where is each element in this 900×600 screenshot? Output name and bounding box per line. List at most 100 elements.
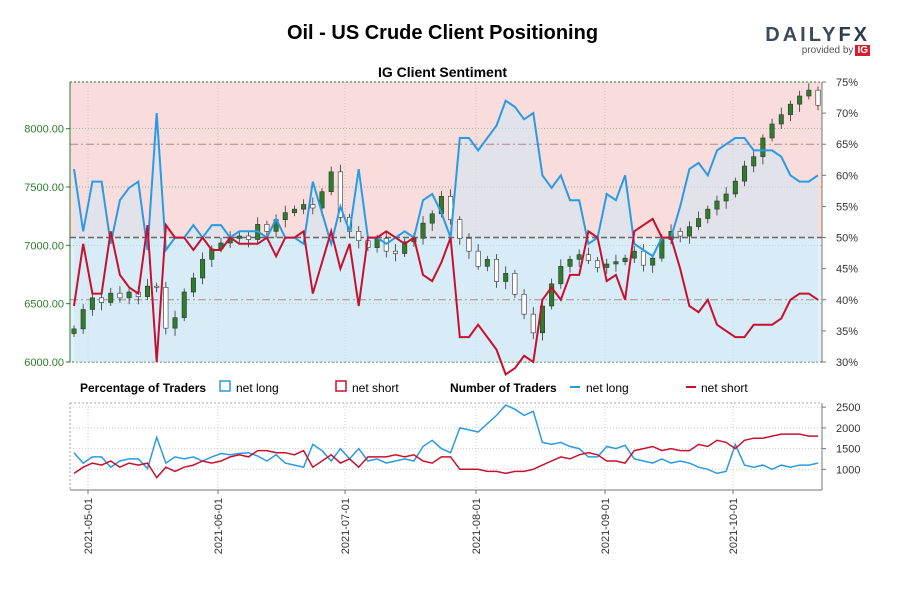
candle-up [696,218,702,227]
pct-net-long-line [73,99,819,258]
price-tick-label: 6500.00 [24,299,64,311]
candle-up [429,213,435,224]
candle-up [714,200,720,210]
candle-down [530,313,536,334]
pct-long-area [70,100,822,363]
brand-fx: FX [838,24,870,46]
candle-up [604,263,610,268]
candle-up [71,328,77,334]
candle-up [769,123,775,139]
candle-up [778,114,784,125]
candle-up [144,285,150,297]
candle-up [89,297,95,310]
candle-up [567,259,573,267]
candle-up [631,250,637,259]
count-net-long-line [73,404,819,475]
candle-down [163,287,169,329]
legend: Percentage of Traders net long net short… [80,380,748,395]
pct-tick-label: 45% [836,264,858,276]
pct-tick-label: 50% [836,233,858,245]
candle-up [200,259,206,279]
pct-net-short-line [73,217,819,376]
candle-down [521,294,527,315]
pct-tick-label: 65% [836,139,858,151]
candle-up [319,191,325,209]
chart-title: Oil - US Crude Client Positioning [286,22,599,44]
candle-up [723,193,729,202]
legend-pct-short-swatch [335,380,347,392]
pct-tick-label: 35% [836,326,858,338]
candle-up [650,257,656,266]
candle-up [190,277,196,293]
count-tick-label: 1500 [836,444,860,456]
candle-up [622,257,628,262]
candle-down [512,273,518,295]
candle-down [475,250,481,267]
candle-down [246,235,252,240]
candle-up [732,180,738,195]
candle-up [613,261,619,265]
candle-down [337,171,343,218]
date-tick-label: 2021-06-01 [213,498,225,554]
pct-long-fill [74,100,818,363]
candle-up [549,283,555,307]
price-tick-label: 8000.00 [24,124,64,136]
price-tick-label: 7500.00 [24,182,64,194]
candle-up [291,208,297,213]
candle-up [420,222,426,239]
date-tick-label: 2021-10-01 [728,498,740,554]
pct-tick-label: 40% [836,295,858,307]
price-candles [71,83,821,341]
candle-up [787,103,793,115]
candle-down [815,89,821,106]
date-axis: 2021-05-01 2021-06-01 2021-07-01 2021-08-01… [70,489,822,554]
candle-up [282,212,288,220]
bottom-frame [69,402,823,491]
candle-up [686,226,692,237]
candle-up [558,266,564,285]
candle-up [797,95,803,105]
price-tick-label: 7000.00 [24,240,64,252]
bottom-grid [69,402,823,491]
pct-tick-label: 60% [836,170,858,182]
candle-up [576,254,582,260]
candle-up [236,235,242,239]
brand-logo: DAILYFX provided by IG [760,24,870,56]
candle-down [310,204,316,209]
legend-num-long-label: net long [586,381,629,395]
candle-down [99,297,105,303]
candle-up [705,208,711,219]
candle-up [760,137,766,157]
brand-ig: IG [855,45,870,56]
candle-down [117,292,123,299]
count-tick-label: 2000 [836,423,860,435]
bottom-axes: 1000 1500 2000 2500 [821,402,860,490]
candle-down [595,260,601,268]
count-tick-label: 1000 [836,464,860,476]
candle-down [585,254,591,261]
legend-num-short-label: net short [701,381,748,395]
trader-count-lines [73,404,819,479]
legend-pct-long-label: net long [236,381,279,395]
legend-num-title: Number of Traders [450,381,557,395]
candle-up [751,156,757,167]
candle-up [172,317,178,329]
candle-down [356,231,362,241]
count-tick-label: 2500 [836,402,860,414]
candle-up [742,165,748,182]
pct-tick-label: 30% [836,357,858,369]
pct-lines [73,99,819,376]
candle-up [328,171,334,192]
candle-down [466,238,472,252]
main-axes: 6000.00 6500.00 7000.00 7500.00 8000.00 30% 35… [24,77,858,369]
candle-up [503,273,509,282]
candle-down [154,285,160,288]
candle-down [457,219,463,239]
candle-up [806,89,812,97]
candle-up [108,292,114,303]
legend-pct-title: Percentage of Traders [80,381,206,395]
candle-up [80,309,86,330]
candle-up [181,291,187,318]
legend-pct-short-label: net short [352,381,399,395]
price-tick-label: 6000.00 [24,357,64,369]
